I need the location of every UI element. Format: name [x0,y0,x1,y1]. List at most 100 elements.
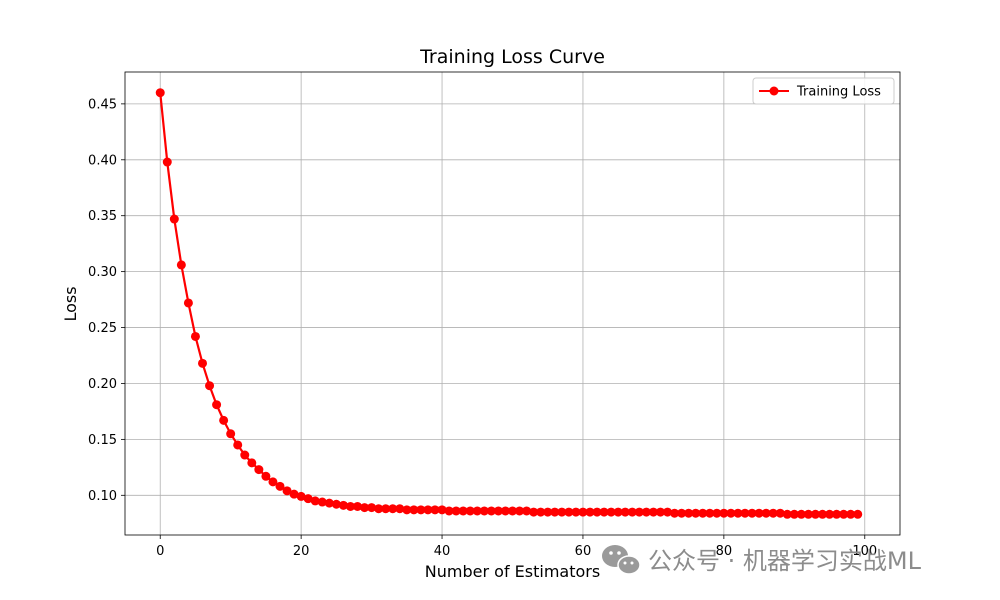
watermark: 公众号 · 机器学习实战ML [602,545,922,575]
y-tick-label: 0.15 [88,433,117,448]
data-point [205,381,215,391]
x-axis-label: Number of Estimators [425,562,600,581]
data-point [338,500,348,510]
data-point [599,507,609,517]
data-point [543,507,553,517]
data-point [564,507,574,517]
data-point [810,509,820,519]
data-point [190,331,200,341]
data-point [747,508,757,518]
data-point [282,486,292,496]
data-point [388,504,398,514]
data-point [198,358,207,368]
data-point [437,505,447,515]
data-point [726,508,736,518]
data-point [698,508,708,518]
data-point [458,506,468,516]
data-point [247,458,257,468]
data-point [331,499,341,509]
data-point [268,477,278,487]
data-point [733,508,743,518]
data-point [261,471,271,481]
data-point [670,508,680,518]
data-point [571,507,581,517]
data-point [754,508,764,518]
y-tick-label: 0.40 [88,153,117,168]
y-tick-label: 0.35 [88,209,117,224]
data-point [254,465,264,475]
data-point [627,507,637,517]
data-point [451,506,461,516]
data-point [719,508,729,518]
data-point [515,506,525,516]
data-point [360,503,370,513]
y-tick-label: 0.10 [88,489,117,504]
ticks: 0 20 40 60 80 100 0.10 0.15 0.20 0.25 0.30 0.35 0.40… [88,97,877,559]
y-tick-label: 0.20 [88,377,117,392]
data-point [345,501,355,511]
data-point [550,507,560,517]
data-point [409,505,419,515]
data-point [289,489,299,499]
x-tick-label: 80 [716,544,733,559]
data-point [500,506,510,516]
data-point [691,508,701,518]
legend-box [752,77,895,105]
data-point [585,507,595,517]
data-point [310,496,320,506]
data-point [416,505,426,515]
data-point [367,503,377,513]
data-point [402,505,412,515]
data-point [275,481,285,491]
data-point [317,497,327,507]
data-point [648,507,658,517]
data-point [592,507,602,517]
data-point [522,506,532,516]
data-point [684,508,694,518]
x-tick-label: 20 [293,544,310,559]
data-point [789,509,799,519]
data-point [712,508,722,518]
data-point [782,509,792,519]
data-point [219,415,229,425]
data-point [444,506,454,516]
data-point [465,506,475,516]
data-point [536,507,546,517]
data-point [620,507,630,517]
data-point [296,491,306,501]
data-point [655,507,665,517]
x-tick-label: 60 [575,544,592,559]
data-point [663,507,672,517]
data-point [846,509,856,519]
data-point [853,509,863,519]
data-point [634,507,644,517]
data-point [212,400,222,410]
plot-frame [124,71,901,536]
y-tick-label: 0.25 [88,321,117,336]
series-layer [155,88,863,519]
x-tick-label: 0 [156,544,164,559]
data-point [796,509,806,519]
y-tick-label: 0.30 [88,265,117,280]
data-point [381,504,391,514]
data-point [641,507,651,517]
data-point [578,507,588,517]
chart-title: Training Loss Curve [419,46,605,68]
data-point [818,509,827,519]
data-point [472,506,482,516]
data-point [155,88,165,98]
data-point [557,507,567,517]
data-point [613,507,623,517]
wechat-icon [602,545,641,575]
data-point [423,505,433,515]
x-tick-label: 100 [852,544,877,559]
data-point [226,429,236,439]
data-point [240,450,250,460]
data-point [775,508,785,518]
axes [124,71,901,536]
legend: Training Loss [752,77,895,105]
data-point [395,504,405,514]
data-point [162,157,172,167]
data-point [677,508,687,518]
data-point [176,260,186,270]
